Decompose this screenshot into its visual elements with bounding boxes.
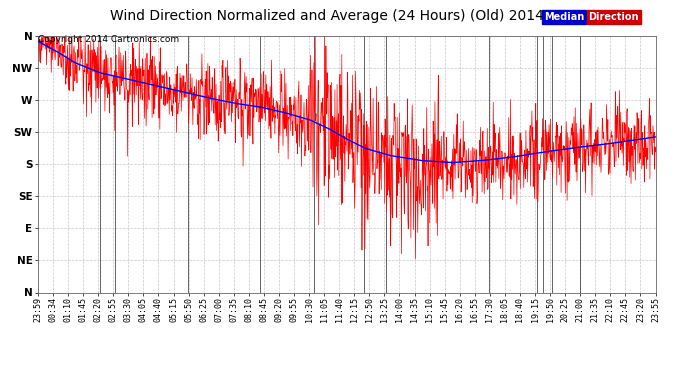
Text: Direction: Direction xyxy=(589,12,639,22)
Text: Wind Direction Normalized and Average (24 Hours) (Old) 20141107: Wind Direction Normalized and Average (2… xyxy=(110,9,580,23)
Text: Copyright 2014 Cartronics.com: Copyright 2014 Cartronics.com xyxy=(38,34,179,44)
Text: Median: Median xyxy=(544,12,584,22)
